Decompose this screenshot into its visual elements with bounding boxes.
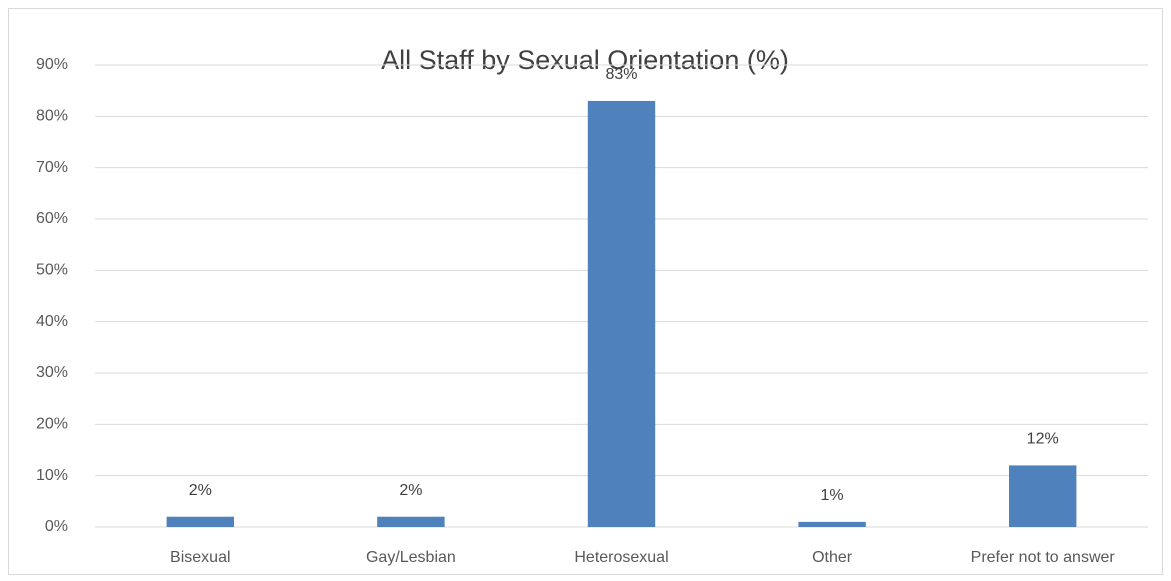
data-label: 1%	[821, 487, 844, 504]
y-tick-label: 80%	[36, 108, 68, 125]
y-tick-label: 70%	[36, 159, 68, 176]
chart-title: All Staff by Sexual Orientation (%)	[381, 45, 789, 75]
bar	[1009, 465, 1077, 527]
x-tick-label: Heterosexual	[574, 549, 668, 566]
data-label: 83%	[605, 66, 637, 83]
x-tick-label: Prefer not to answer	[971, 549, 1116, 566]
y-tick-label: 10%	[36, 467, 68, 484]
data-label: 2%	[399, 482, 422, 499]
y-tick-label: 60%	[36, 210, 68, 227]
data-label: 2%	[189, 482, 212, 499]
y-tick-label: 90%	[36, 56, 68, 73]
bar	[798, 521, 866, 527]
y-tick-label: 30%	[36, 364, 68, 381]
x-tick-label: Bisexual	[170, 549, 230, 566]
bar	[166, 516, 234, 527]
y-tick-label: 40%	[36, 313, 68, 330]
bar	[377, 516, 445, 527]
data-label: 12%	[1027, 431, 1059, 448]
x-tick-label: Gay/Lesbian	[366, 549, 456, 566]
x-tick-label: Other	[812, 549, 853, 566]
chart-border	[8, 8, 1163, 575]
y-tick-label: 20%	[36, 416, 68, 433]
y-tick-label: 50%	[36, 262, 68, 279]
y-tick-label: 0%	[45, 518, 68, 535]
bar	[587, 100, 656, 527]
